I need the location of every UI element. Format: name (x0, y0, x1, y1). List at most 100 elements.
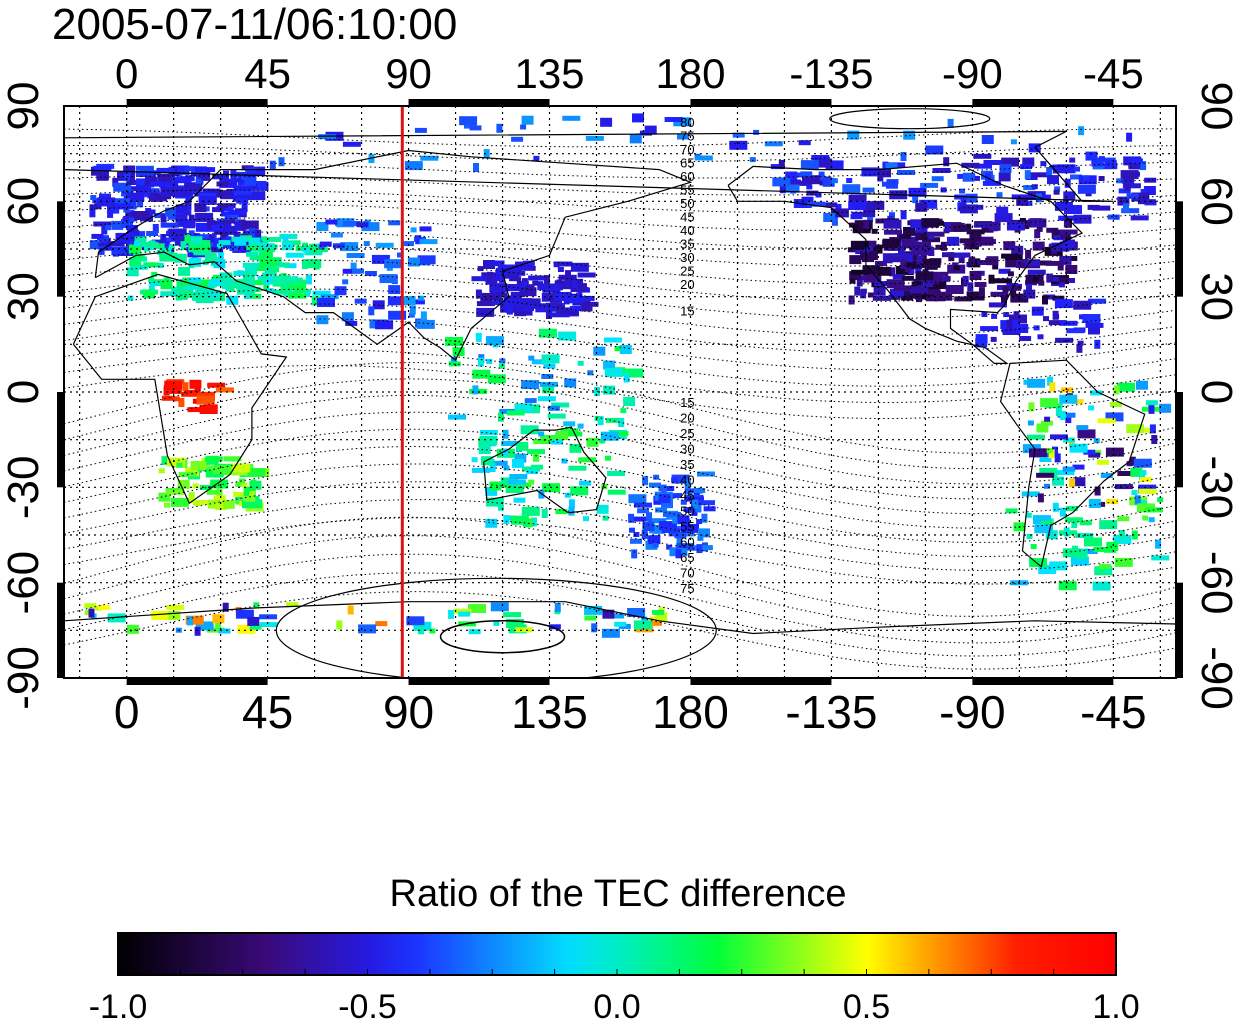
tec-cell (196, 395, 215, 405)
tec-cell (1087, 204, 1100, 210)
tec-cell (290, 277, 303, 283)
tec-cell (512, 458, 524, 468)
tec-cell (237, 624, 256, 634)
tec-cell (213, 229, 220, 235)
magnetic-contour (64, 231, 1176, 267)
tec-cell (572, 279, 579, 289)
tec-cell (342, 221, 361, 226)
tec-cell (554, 603, 561, 612)
tec-cell (629, 134, 642, 144)
tec-cell (514, 453, 527, 463)
tec-cell (469, 125, 482, 131)
tec-cell (194, 166, 207, 172)
tec-cell (235, 481, 242, 487)
tec-cell (208, 234, 215, 244)
tec-cell (684, 479, 691, 489)
tec-cell (926, 296, 939, 302)
tec-cell (996, 192, 1003, 198)
south-pole-oval-outer (275, 577, 717, 678)
tec-cell (881, 181, 888, 187)
tec-cell (318, 244, 325, 250)
tec-cell (1038, 565, 1057, 574)
tec-cell (910, 285, 929, 295)
tec-cell (862, 187, 875, 193)
tec-cell (1026, 534, 1033, 539)
lat-label-right: -30 (1192, 456, 1240, 520)
tec-cell (962, 275, 969, 285)
tec-cell (1074, 166, 1080, 172)
lon-label-bottom: 180 (652, 686, 729, 738)
tec-cell (140, 241, 159, 247)
tec-cell (1076, 343, 1083, 353)
tec-cell (498, 273, 505, 283)
tec-cell (260, 249, 273, 258)
tec-cell (388, 220, 401, 226)
tec-cell (863, 273, 882, 283)
tec-cell (168, 244, 175, 250)
tec-cell (1042, 295, 1048, 305)
tec-cell (513, 497, 526, 503)
tec-cell (916, 255, 923, 265)
tec-cell (975, 338, 988, 348)
tec-cell (666, 544, 673, 550)
tec-cell (764, 141, 783, 147)
north-pole-oval (829, 108, 991, 130)
tec-cell (261, 272, 268, 282)
tec-cell (1093, 547, 1112, 552)
tec-cell (879, 168, 891, 178)
tec-cell (471, 276, 490, 282)
tec-cell (503, 612, 522, 618)
tec-cell (285, 252, 304, 258)
tec-cell (913, 241, 931, 251)
tec-cell (1045, 260, 1064, 266)
tec-cell (476, 307, 495, 317)
tec-cell (1048, 320, 1067, 326)
tec-cell (143, 289, 156, 299)
tec-cell (1049, 561, 1068, 571)
tec-cell (478, 445, 491, 454)
tec-cell (974, 222, 992, 228)
tec-cell (503, 515, 510, 524)
tec-cell (361, 222, 380, 232)
tec-cell (1027, 269, 1046, 275)
tec-cell (293, 288, 306, 294)
tec-cell (1034, 524, 1053, 534)
tec-cell (368, 306, 375, 316)
tec-cell (947, 118, 954, 128)
tec-cell (554, 280, 573, 286)
timestamp-title: 2005-07-11/06:10:00 (52, 0, 458, 49)
tec-cell (538, 328, 557, 338)
tec-cell (637, 508, 650, 514)
tec-cell (218, 628, 231, 634)
tec-cell (922, 237, 941, 243)
tec-cell (565, 270, 571, 280)
contour-label: 65 (680, 156, 694, 171)
tec-cell (1116, 178, 1123, 184)
tec-cell (900, 259, 907, 269)
tec-cell (417, 295, 424, 301)
tec-cell (693, 488, 706, 493)
tec-cell (111, 246, 130, 256)
tec-cell (650, 620, 662, 626)
tec-cell (1028, 269, 1035, 275)
tec-cell (1003, 312, 1010, 318)
tec-cell (1142, 515, 1149, 521)
magnetic-contour (64, 217, 1176, 249)
tec-cell (884, 229, 902, 235)
tec-cell (415, 235, 422, 245)
tec-cell (1052, 310, 1059, 320)
tec-cell (184, 234, 191, 244)
contour-label: 55 (680, 519, 694, 534)
lat-label-left: -60 (0, 551, 48, 615)
tec-cell (800, 171, 813, 177)
lon-label-top: -135 (789, 50, 873, 97)
tec-cell (967, 240, 979, 250)
tec-cell (885, 163, 898, 169)
contour-labels: 8075706560555045403530252015152025303540… (680, 115, 694, 596)
tec-cell (188, 230, 195, 240)
tec-cell (562, 115, 581, 121)
tec-cell (1062, 548, 1081, 558)
tec-cell (372, 300, 385, 310)
tec-cell (1140, 470, 1147, 476)
tec-cell (235, 609, 254, 619)
